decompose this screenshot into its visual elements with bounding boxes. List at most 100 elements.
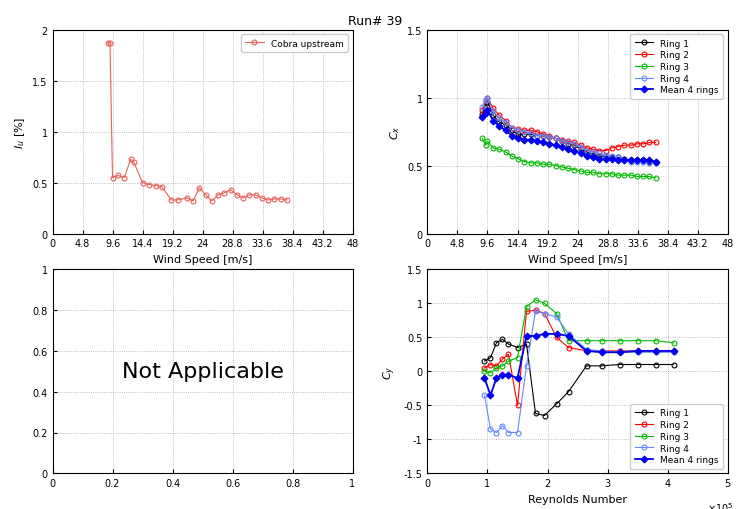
Mean 4 rings xyxy=(498,372,507,378)
Ring 2 xyxy=(488,106,497,112)
Ring 4 xyxy=(589,150,598,156)
Ring 1 xyxy=(614,155,622,161)
Ring 3 xyxy=(602,172,610,178)
Mean 4 rings xyxy=(576,151,585,157)
Ring 2 xyxy=(486,362,495,368)
Mean 4 rings xyxy=(651,348,660,354)
X-axis label: Wind Speed [m/s]: Wind Speed [m/s] xyxy=(153,254,252,265)
Mean 4 rings xyxy=(483,107,492,114)
Ring 1 xyxy=(513,345,522,351)
Ring 4 xyxy=(522,363,531,369)
Ring 1 xyxy=(608,155,616,161)
Ring 3 xyxy=(481,143,490,149)
Ring 1 xyxy=(480,358,489,364)
Ring 1 xyxy=(632,158,641,164)
Ring 1 xyxy=(633,362,642,368)
Cobra upstream xyxy=(145,182,154,188)
Mean 4 rings xyxy=(632,158,641,164)
Ring 2 xyxy=(669,348,678,354)
Cobra upstream xyxy=(126,157,135,163)
Ring 2 xyxy=(620,143,628,149)
Line: Ring 2: Ring 2 xyxy=(480,96,658,154)
Ring 2 xyxy=(481,98,490,104)
Mean 4 rings xyxy=(570,148,579,154)
Mean 4 rings xyxy=(544,142,554,148)
Cobra upstream xyxy=(270,196,279,203)
Ring 1 xyxy=(615,362,624,368)
Ring 1 xyxy=(514,132,523,138)
Ring 4 xyxy=(480,392,489,399)
Cobra upstream xyxy=(207,199,216,205)
Ring 4 xyxy=(597,348,606,354)
Ring 3 xyxy=(552,311,561,317)
Cobra upstream xyxy=(201,192,210,199)
Ring 1 xyxy=(504,342,513,348)
Mean 4 rings xyxy=(651,159,660,165)
Ring 4 xyxy=(564,140,573,146)
Text: Run# 39: Run# 39 xyxy=(348,15,402,28)
Mean 4 rings xyxy=(564,147,573,153)
X-axis label: Reynolds Number: Reynolds Number xyxy=(528,494,627,504)
Ring 1 xyxy=(478,111,487,118)
Ring 1 xyxy=(551,136,560,142)
Mean 4 rings xyxy=(520,137,529,144)
Ring 2 xyxy=(531,307,540,314)
Ring 3 xyxy=(589,170,598,176)
Ring 2 xyxy=(552,334,561,341)
Cobra upstream xyxy=(173,197,182,204)
Mean 4 rings xyxy=(595,156,604,162)
Cobra upstream xyxy=(106,41,115,47)
Ring 4 xyxy=(608,154,616,160)
Mean 4 rings xyxy=(645,158,654,164)
Mean 4 rings xyxy=(564,333,573,340)
Ring 3 xyxy=(615,338,624,344)
Mean 4 rings xyxy=(669,348,678,354)
Mean 4 rings xyxy=(532,139,542,145)
Cobra upstream xyxy=(195,185,204,191)
Ring 2 xyxy=(495,113,504,119)
Mean 4 rings xyxy=(522,333,531,340)
X-axis label: Wind Speed [m/s]: Wind Speed [m/s] xyxy=(528,254,627,265)
Mean 4 rings xyxy=(633,348,642,354)
Ring 4 xyxy=(488,109,497,115)
Ring 3 xyxy=(564,338,573,344)
Ring 1 xyxy=(582,150,591,156)
Ring 2 xyxy=(602,148,610,154)
Ring 2 xyxy=(632,142,641,148)
Cobra upstream xyxy=(114,173,123,179)
Ring 4 xyxy=(645,160,654,166)
Ring 3 xyxy=(597,338,606,344)
Ring 3 xyxy=(488,146,497,152)
Ring 4 xyxy=(576,144,585,150)
Ring 1 xyxy=(501,123,510,129)
Mean 4 rings xyxy=(481,110,490,117)
Cobra upstream xyxy=(251,192,260,199)
Ring 2 xyxy=(507,125,516,131)
Ring 4 xyxy=(538,133,548,139)
Ring 4 xyxy=(602,152,610,158)
Ring 3 xyxy=(495,147,504,153)
Ring 3 xyxy=(478,136,487,142)
Ring 2 xyxy=(589,147,598,153)
Mean 4 rings xyxy=(626,158,635,164)
Ring 3 xyxy=(492,365,501,371)
Ring 1 xyxy=(520,132,529,138)
Cobra upstream xyxy=(108,175,117,181)
Ring 1 xyxy=(532,133,542,139)
Mean 4 rings xyxy=(531,333,540,340)
Mean 4 rings xyxy=(614,158,622,164)
Ring 4 xyxy=(526,131,536,137)
Ring 3 xyxy=(480,369,489,375)
Mean 4 rings xyxy=(478,115,487,121)
Ring 4 xyxy=(595,151,604,157)
Cobra upstream xyxy=(189,199,198,205)
Ring 1 xyxy=(651,159,660,165)
Mean 4 rings xyxy=(488,119,497,125)
Ring 2 xyxy=(582,146,591,152)
Ring 3 xyxy=(582,170,591,176)
Legend: Ring 1, Ring 2, Ring 3, Ring 4, Mean 4 rings: Ring 1, Ring 2, Ring 3, Ring 4, Mean 4 r… xyxy=(630,404,723,469)
Ring 1 xyxy=(483,99,492,105)
Cobra upstream xyxy=(120,175,129,181)
Ring 1 xyxy=(540,413,549,419)
Ring 3 xyxy=(570,167,579,174)
